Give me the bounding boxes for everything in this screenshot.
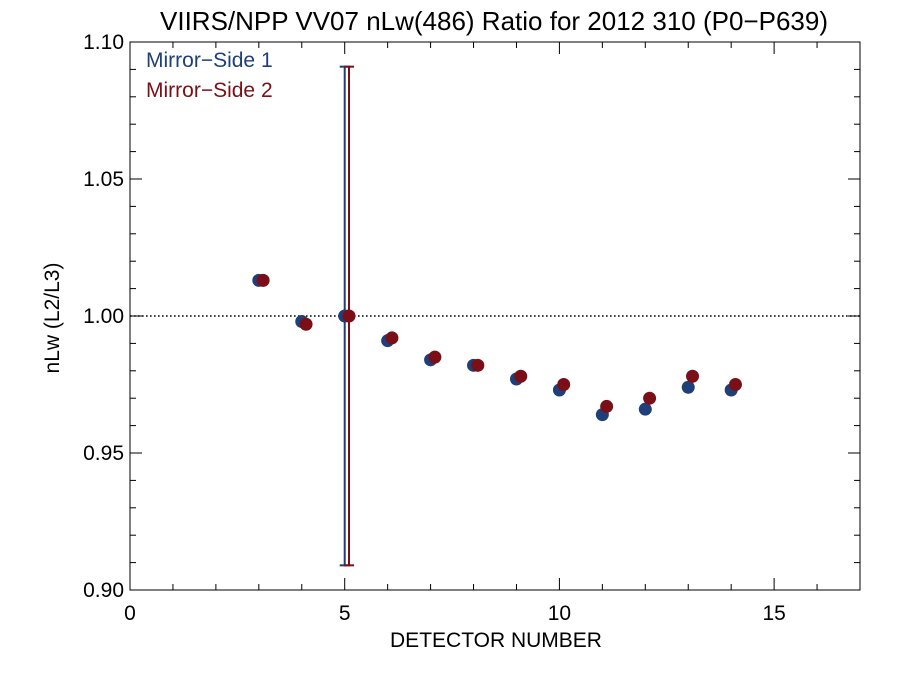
data-point-series-2: [600, 399, 614, 413]
data-point-series-2: [256, 273, 270, 287]
legend: Mirror−Side 1 Mirror−Side 2: [146, 49, 273, 102]
y-tick-label: 1.10: [83, 31, 124, 54]
data-point-series-2: [471, 358, 485, 372]
data-point-series-2: [385, 331, 399, 345]
legend-label-mirror-side-1: Mirror−Side 1: [146, 49, 273, 72]
x-axis-label: DETECTOR NUMBER: [390, 629, 602, 652]
data-point-series-2: [428, 350, 442, 364]
data-point-series-2: [643, 391, 657, 405]
y-tick-label: 0.95: [83, 442, 124, 465]
x-tick-label: 10: [548, 602, 571, 625]
legend-label-mirror-side-2: Mirror−Side 2: [146, 79, 273, 102]
x-tick-label: 5: [339, 602, 351, 625]
x-tick-label: 15: [762, 602, 785, 625]
chart-title: VIIRS/NPP VV07 nLw(486) Ratio for 2012 3…: [160, 6, 828, 36]
data-point-series-2: [342, 309, 356, 323]
plot-area: 0 5 10 15 0.90 0.95 1.00 1.05 1.10: [83, 31, 861, 625]
data-point-series-1: [638, 402, 652, 416]
y-tick-label: 1.00: [83, 305, 124, 328]
data-point-series-2: [686, 369, 700, 383]
data-point-series-2: [299, 317, 313, 331]
data-point-series-2: [728, 378, 742, 391]
x-tick-label: 0: [124, 602, 136, 625]
data-point-series-2: [557, 378, 571, 391]
y-axis-label: nLw (L2/L3): [41, 263, 64, 374]
y-tick-label: 1.05: [83, 168, 124, 191]
data-point-series-1: [681, 380, 695, 394]
data-point-series-2: [514, 369, 528, 383]
y-tick-label: 0.90: [83, 579, 124, 602]
